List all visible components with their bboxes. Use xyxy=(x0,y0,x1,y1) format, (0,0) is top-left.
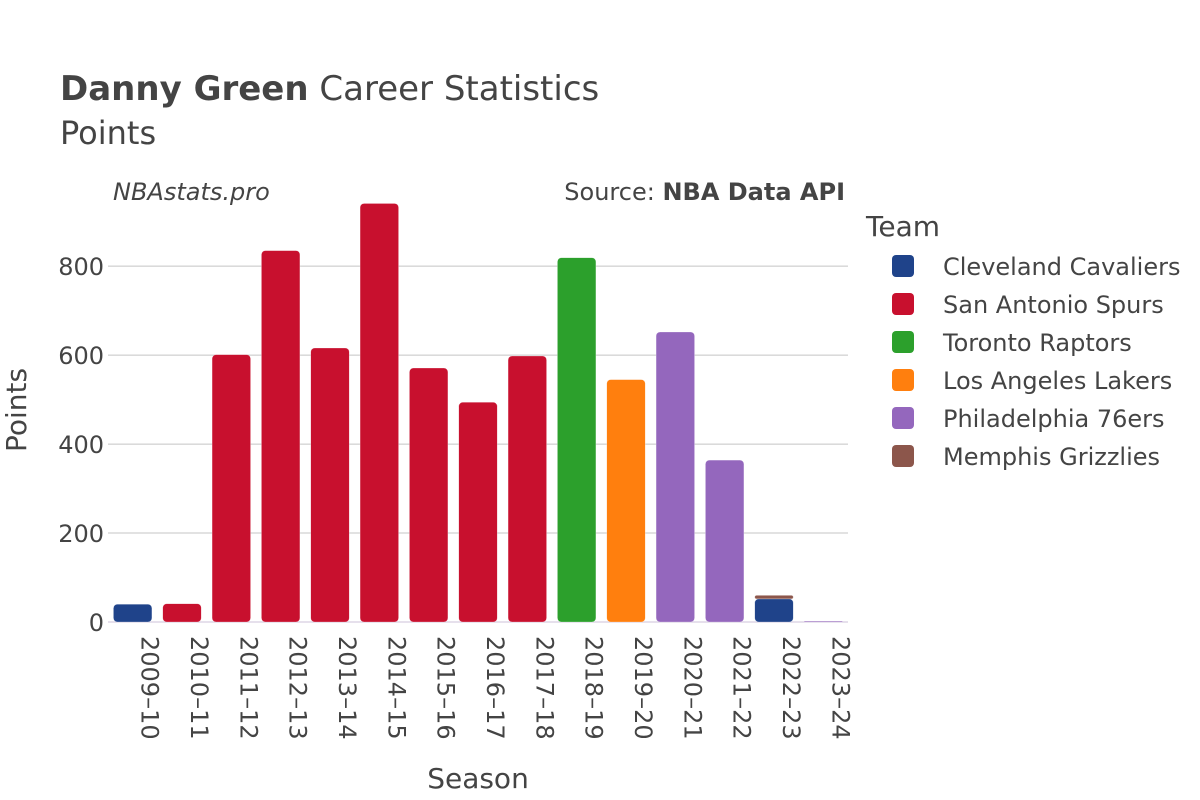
bars xyxy=(113,203,843,623)
x-tick-label: 2015–16 xyxy=(432,636,460,740)
bar-cleveland-cavaliers xyxy=(113,603,153,623)
legend-item-label: Cleveland Cavaliers xyxy=(943,253,1180,281)
x-tick-label: 2021–22 xyxy=(728,636,756,740)
bar-san-antonio-spurs xyxy=(162,603,202,623)
legend-item-label: Los Angeles Lakers xyxy=(943,367,1172,395)
y-tick-label: 800 xyxy=(58,253,104,281)
legend-item-label: San Antonio Spurs xyxy=(943,291,1164,319)
x-tick-label: 2023–24 xyxy=(826,636,854,740)
x-tick-label: 2018–19 xyxy=(580,636,608,740)
source-prefix: Source: xyxy=(564,178,662,206)
bar-los-angeles-lakers xyxy=(606,379,646,623)
bar-san-antonio-spurs xyxy=(211,354,251,623)
watermark: NBAstats.pro xyxy=(113,178,270,206)
x-tick-label: 2020–21 xyxy=(678,636,706,740)
x-tick-label: 2014–15 xyxy=(382,636,410,740)
y-tick-label: 0 xyxy=(89,609,104,637)
legend-item-label: Memphis Grizzlies xyxy=(943,443,1160,471)
legend-swatch xyxy=(892,331,914,353)
y-axis-ticks: 0 200 400 600 800 xyxy=(58,253,104,637)
bar-san-antonio-spurs xyxy=(409,367,449,623)
x-tick-label: 2011–12 xyxy=(234,636,262,740)
x-tick-label: 2016–17 xyxy=(481,636,509,740)
y-tick-label: 400 xyxy=(58,431,104,459)
bar-philadelphia-76ers xyxy=(803,620,843,623)
chart-title-player: Danny Green xyxy=(60,69,309,109)
bar-philadelphia-76ers xyxy=(705,459,745,623)
legend-swatch xyxy=(892,255,914,277)
x-tick-label: 2022–23 xyxy=(777,636,805,740)
y-tick-label: 200 xyxy=(58,520,104,548)
bar-san-antonio-spurs xyxy=(507,355,547,623)
bar-philadelphia-76ers xyxy=(655,331,695,623)
legend-title: Team xyxy=(865,210,940,243)
legend-item-label: Toronto Raptors xyxy=(942,329,1132,357)
x-tick-label: 2012–13 xyxy=(284,636,312,740)
legend-swatch xyxy=(892,445,914,467)
x-tick-label: 2013–14 xyxy=(333,636,361,740)
legend-swatch xyxy=(892,407,914,429)
chart-subtitle: Points xyxy=(60,114,156,152)
bar-san-antonio-spurs xyxy=(310,347,350,623)
x-tick-label: 2017–18 xyxy=(530,636,558,740)
source-name: NBA Data API xyxy=(662,178,845,206)
x-axis-ticks: 2009–10 2010–11 2011–12 2012–13 2013–14 2014–… xyxy=(136,636,855,740)
x-axis-title: Season xyxy=(427,762,529,795)
bar-cleveland-cavaliers xyxy=(754,598,794,623)
bar-toronto-raptors xyxy=(557,257,597,623)
source-credit: Source: NBA Data API xyxy=(564,178,845,206)
legend: Cleveland Cavaliers San Antonio Spurs Toro… xyxy=(892,253,1180,471)
chart-title: Danny Green Career Statistics xyxy=(60,69,599,109)
x-tick-label: 2009–10 xyxy=(136,636,164,740)
x-tick-label: 2019–20 xyxy=(629,636,657,740)
bar-san-antonio-spurs xyxy=(458,402,498,623)
legend-swatch xyxy=(892,293,914,315)
x-tick-label: 2010–11 xyxy=(185,636,213,740)
legend-item-label: Philadelphia 76ers xyxy=(943,405,1165,433)
bar-memphis-grizzlies xyxy=(754,595,794,600)
y-tick-label: 600 xyxy=(58,342,104,370)
chart-title-rest: Career Statistics xyxy=(309,69,600,109)
bar-san-antonio-spurs xyxy=(359,203,399,623)
y-axis-title: Points xyxy=(0,368,33,452)
bar-san-antonio-spurs xyxy=(261,250,301,623)
legend-swatch xyxy=(892,369,914,391)
